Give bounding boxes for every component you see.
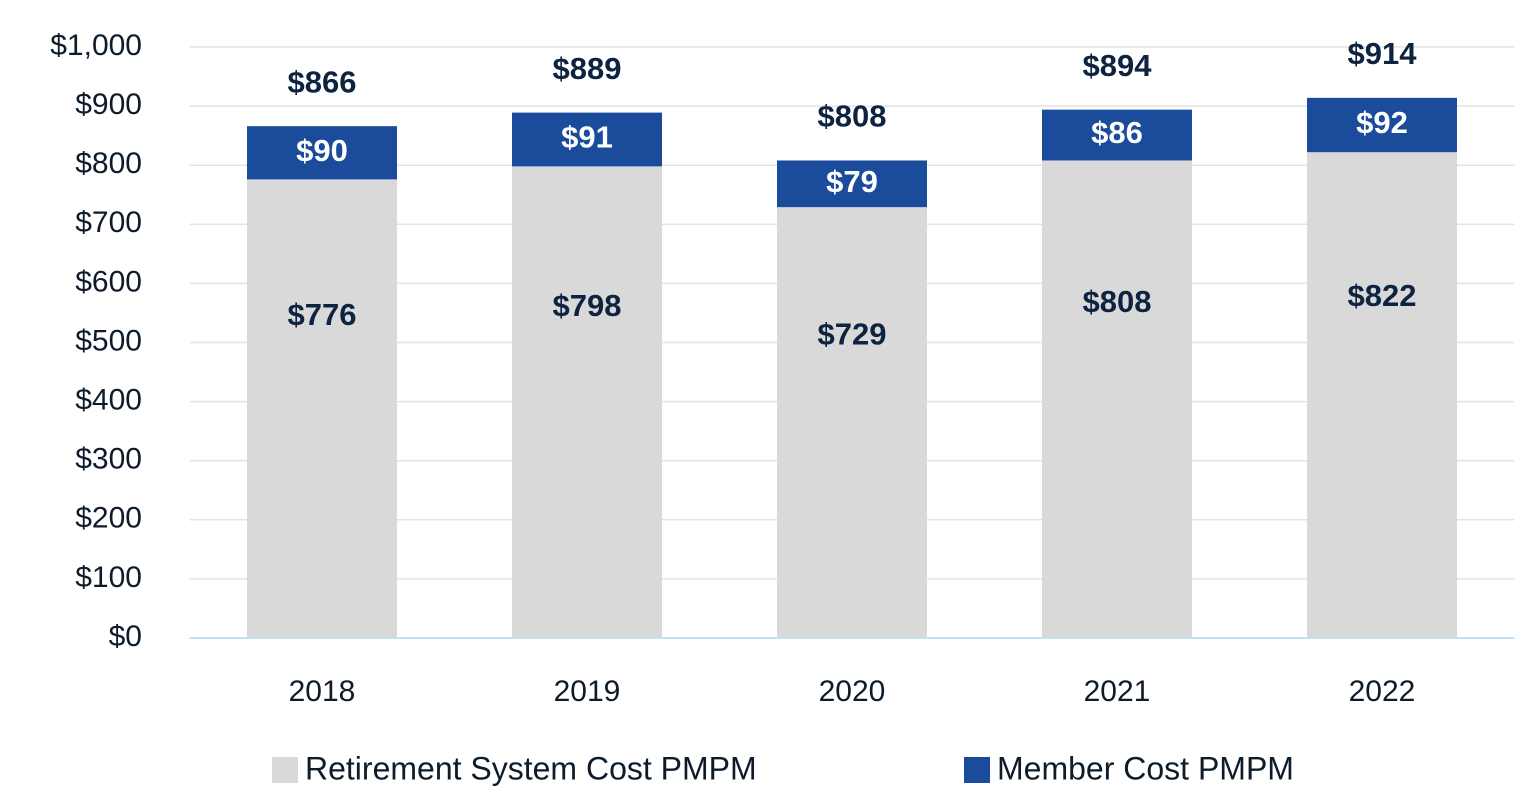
value-label: $808: [1083, 284, 1152, 319]
bar-segment: [1307, 97, 1457, 153]
value-label: $798: [553, 288, 622, 323]
y-tick-label: $200: [75, 502, 142, 535]
value-label: $729: [818, 317, 887, 352]
y-tick-label: $700: [75, 206, 142, 239]
bar-segment: [777, 160, 927, 208]
bar-segment: [777, 207, 927, 638]
y-tick-label: $500: [75, 324, 142, 357]
y-tick-label: $800: [75, 147, 142, 180]
y-tick-label: $300: [75, 443, 142, 476]
x-tick-label: 2019: [554, 675, 621, 708]
bar-segment: [1042, 160, 1192, 639]
value-label: $822: [1348, 278, 1417, 313]
value-label: $86: [1091, 115, 1143, 150]
y-tick-label: $0: [109, 620, 142, 653]
bar-segment: [247, 126, 397, 180]
x-tick-label: 2021: [1084, 675, 1151, 708]
y-tick-label: $1,000: [50, 29, 142, 62]
bar-segment: [512, 112, 662, 167]
legend-swatch: [272, 757, 298, 783]
x-tick-label: 2018: [289, 675, 356, 708]
total-label: $894: [1083, 48, 1153, 83]
legend-label: Member Cost PMPM: [997, 750, 1294, 786]
x-tick-label: 2020: [819, 675, 886, 708]
y-tick-label: $100: [75, 561, 142, 594]
legend-swatch: [964, 757, 990, 783]
total-label: $866: [288, 64, 357, 99]
value-label: $92: [1356, 105, 1408, 140]
bar-segment: [1307, 152, 1457, 638]
y-tick-label: $600: [75, 265, 142, 298]
x-tick-label: 2022: [1349, 675, 1416, 708]
legend-label: Retirement System Cost PMPM: [305, 750, 757, 786]
y-tick-label: $900: [75, 88, 142, 121]
bar-segment: [247, 179, 397, 638]
bar-segment: [1042, 109, 1192, 161]
value-label: $90: [296, 133, 348, 168]
value-label: $91: [561, 120, 613, 155]
value-label: $776: [288, 297, 357, 332]
y-tick-label: $400: [75, 384, 142, 417]
total-label: $889: [553, 51, 622, 86]
total-label: $808: [818, 99, 887, 134]
value-label: $79: [826, 164, 878, 199]
total-label: $914: [1348, 36, 1418, 71]
bar-segment: [512, 166, 662, 638]
